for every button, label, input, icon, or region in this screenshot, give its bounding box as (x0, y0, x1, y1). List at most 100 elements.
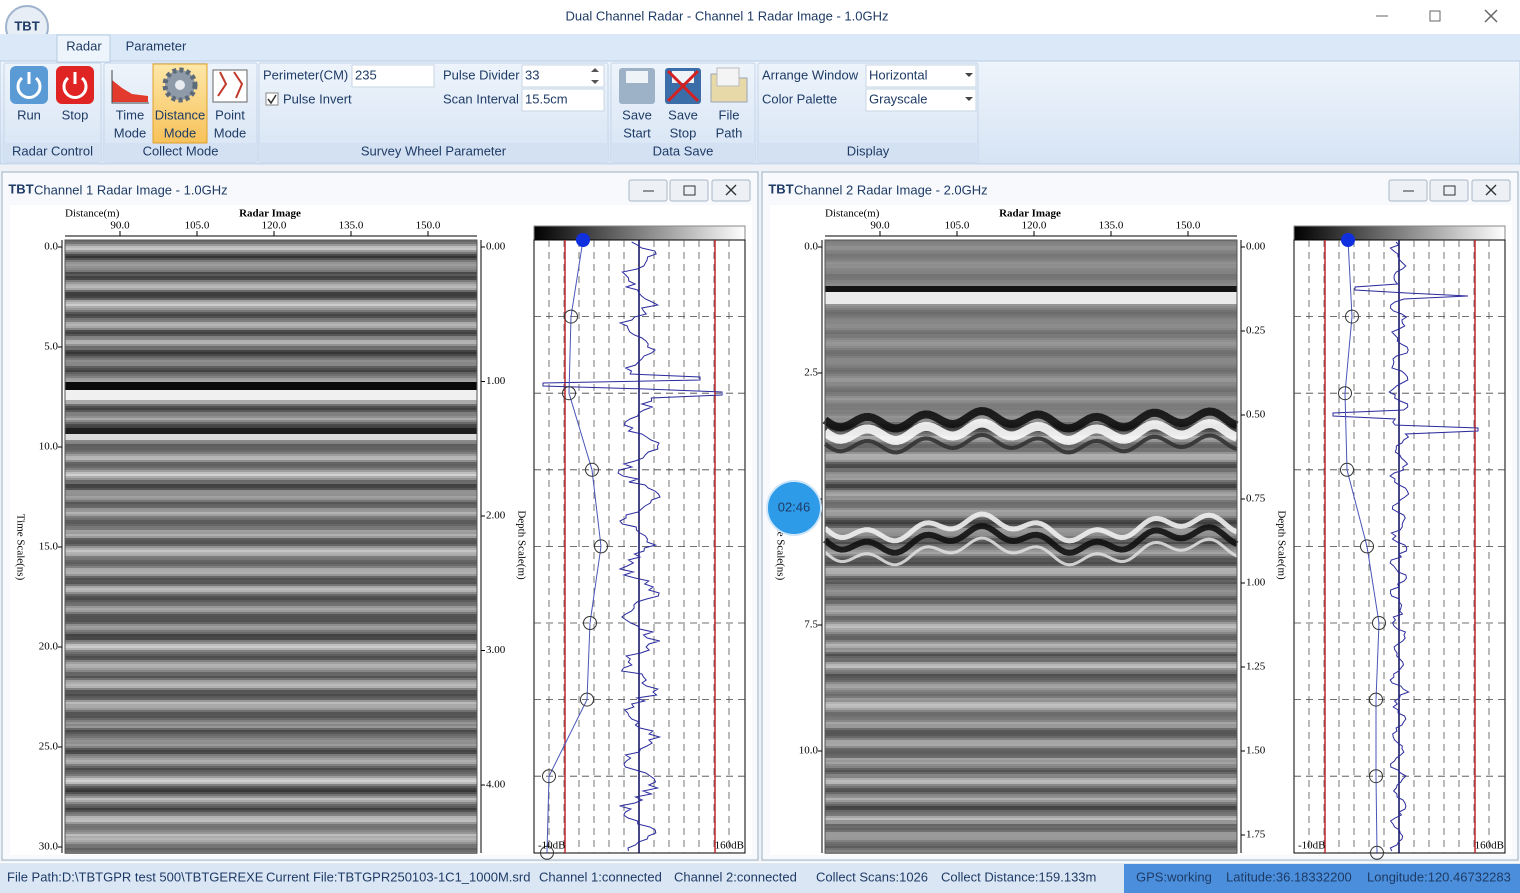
image-row (825, 808, 1237, 810)
image-row (825, 326, 1237, 328)
button-label[interactable]: Path (716, 125, 743, 140)
gain-node[interactable] (542, 769, 556, 784)
x-tick-label: 150.0 (416, 220, 441, 232)
image-row (825, 764, 1237, 766)
panel-title: Channel 1 Radar Image - 1.0GHz (34, 182, 228, 197)
image-row (65, 828, 477, 830)
close-button[interactable] (1484, 9, 1498, 23)
image-row (65, 578, 477, 580)
image-row (825, 538, 1237, 540)
button-label[interactable]: Point (215, 107, 245, 122)
gain-node[interactable] (1360, 539, 1374, 554)
button-label[interactable]: Save (668, 107, 698, 122)
gain-node[interactable] (1372, 616, 1386, 630)
arrange-combo-value[interactable]: Horizontal (869, 67, 928, 82)
image-row (65, 450, 477, 452)
image-row (65, 612, 477, 614)
image-row (65, 832, 477, 834)
gain-node[interactable] (540, 845, 554, 860)
palette-combo-value[interactable]: Grayscale (869, 91, 928, 106)
arrange-combo[interactable] (865, 64, 977, 88)
image-row (65, 278, 477, 280)
gain-node[interactable] (1345, 309, 1359, 324)
maximize-button[interactable] (669, 179, 709, 202)
gain-node[interactable] (594, 539, 608, 554)
image-row (65, 670, 477, 672)
gain-node[interactable] (580, 692, 594, 707)
image-row (825, 352, 1237, 354)
image-row (65, 410, 477, 412)
gain-node[interactable] (1369, 769, 1383, 784)
button-label[interactable]: Start (623, 125, 651, 140)
gain-node[interactable] (1369, 692, 1383, 707)
gain-handle[interactable] (1341, 233, 1355, 247)
image-row (65, 742, 477, 744)
spinner[interactable] (591, 68, 599, 84)
status-item: Channel 2:connected (674, 869, 797, 884)
perimeter-input[interactable] (351, 64, 435, 88)
palette-combo[interactable] (865, 88, 977, 112)
image-row (825, 402, 1237, 404)
image-row (825, 786, 1237, 788)
image-row (825, 462, 1237, 464)
maximize-button[interactable] (1429, 179, 1469, 202)
gain-node[interactable] (564, 309, 578, 324)
image-row (825, 478, 1237, 480)
image-row (65, 414, 477, 416)
gain-node[interactable] (1370, 845, 1384, 860)
button-label[interactable]: Mode (214, 125, 247, 140)
max-glyph (1443, 185, 1456, 196)
image-row (65, 288, 477, 290)
image-row (825, 768, 1237, 770)
image-row (825, 640, 1237, 642)
radar-panel: TBT Channel 1 Radar Image - 1.0GHz Distanc… (1, 171, 759, 861)
button-label[interactable]: File (719, 107, 740, 122)
image-row (65, 286, 477, 288)
gain-node[interactable] (585, 462, 599, 477)
image-row (65, 270, 477, 272)
button-label[interactable]: Run (17, 107, 41, 122)
restore-button[interactable] (1429, 10, 1441, 22)
image-row (825, 482, 1237, 484)
tab[interactable]: Parameter (126, 38, 187, 53)
scan-interval-input[interactable] (521, 88, 605, 112)
timer-badge[interactable] (766, 480, 822, 536)
image-row (825, 668, 1237, 670)
image-row (65, 272, 477, 274)
perimeter-input-value[interactable]: 235 (355, 67, 377, 82)
image-row (65, 720, 477, 722)
button-label[interactable]: Save (622, 107, 652, 122)
gain-handle[interactable] (576, 233, 590, 247)
image-row (65, 572, 477, 574)
button-label[interactable]: Time (116, 107, 144, 122)
scan-interval-input-value[interactable]: 15.5cm (525, 91, 568, 106)
tab-selected[interactable] (56, 34, 111, 63)
checkbox[interactable] (265, 92, 279, 106)
button-label[interactable]: Mode (114, 125, 147, 140)
image-row (825, 292, 1237, 294)
combo-arrow (965, 97, 973, 101)
gain-node[interactable] (562, 386, 576, 401)
image-row (65, 820, 477, 822)
button-label[interactable]: Mode (164, 125, 197, 140)
button-label[interactable]: Stop (670, 125, 697, 140)
tab[interactable]: Radar (66, 38, 102, 53)
image-row (65, 448, 477, 450)
image-row (825, 550, 1237, 552)
image-row (65, 748, 477, 750)
checkbox-label[interactable]: Pulse Invert (283, 91, 352, 106)
group-label-bar (259, 143, 608, 162)
button-label[interactable]: Stop (62, 107, 89, 122)
image-row (65, 526, 477, 528)
image-row (825, 530, 1237, 532)
gain-node[interactable] (583, 616, 597, 630)
pulse-divider-input-value[interactable]: 33 (525, 67, 539, 82)
image-row (825, 260, 1237, 262)
gain-node[interactable] (1340, 462, 1354, 477)
pulse-divider-input[interactable] (521, 64, 605, 88)
image-row (825, 378, 1237, 380)
image-row (825, 738, 1237, 740)
gain-node[interactable] (1338, 386, 1352, 401)
button-label[interactable]: Distance (155, 107, 206, 122)
image-row (65, 532, 477, 534)
